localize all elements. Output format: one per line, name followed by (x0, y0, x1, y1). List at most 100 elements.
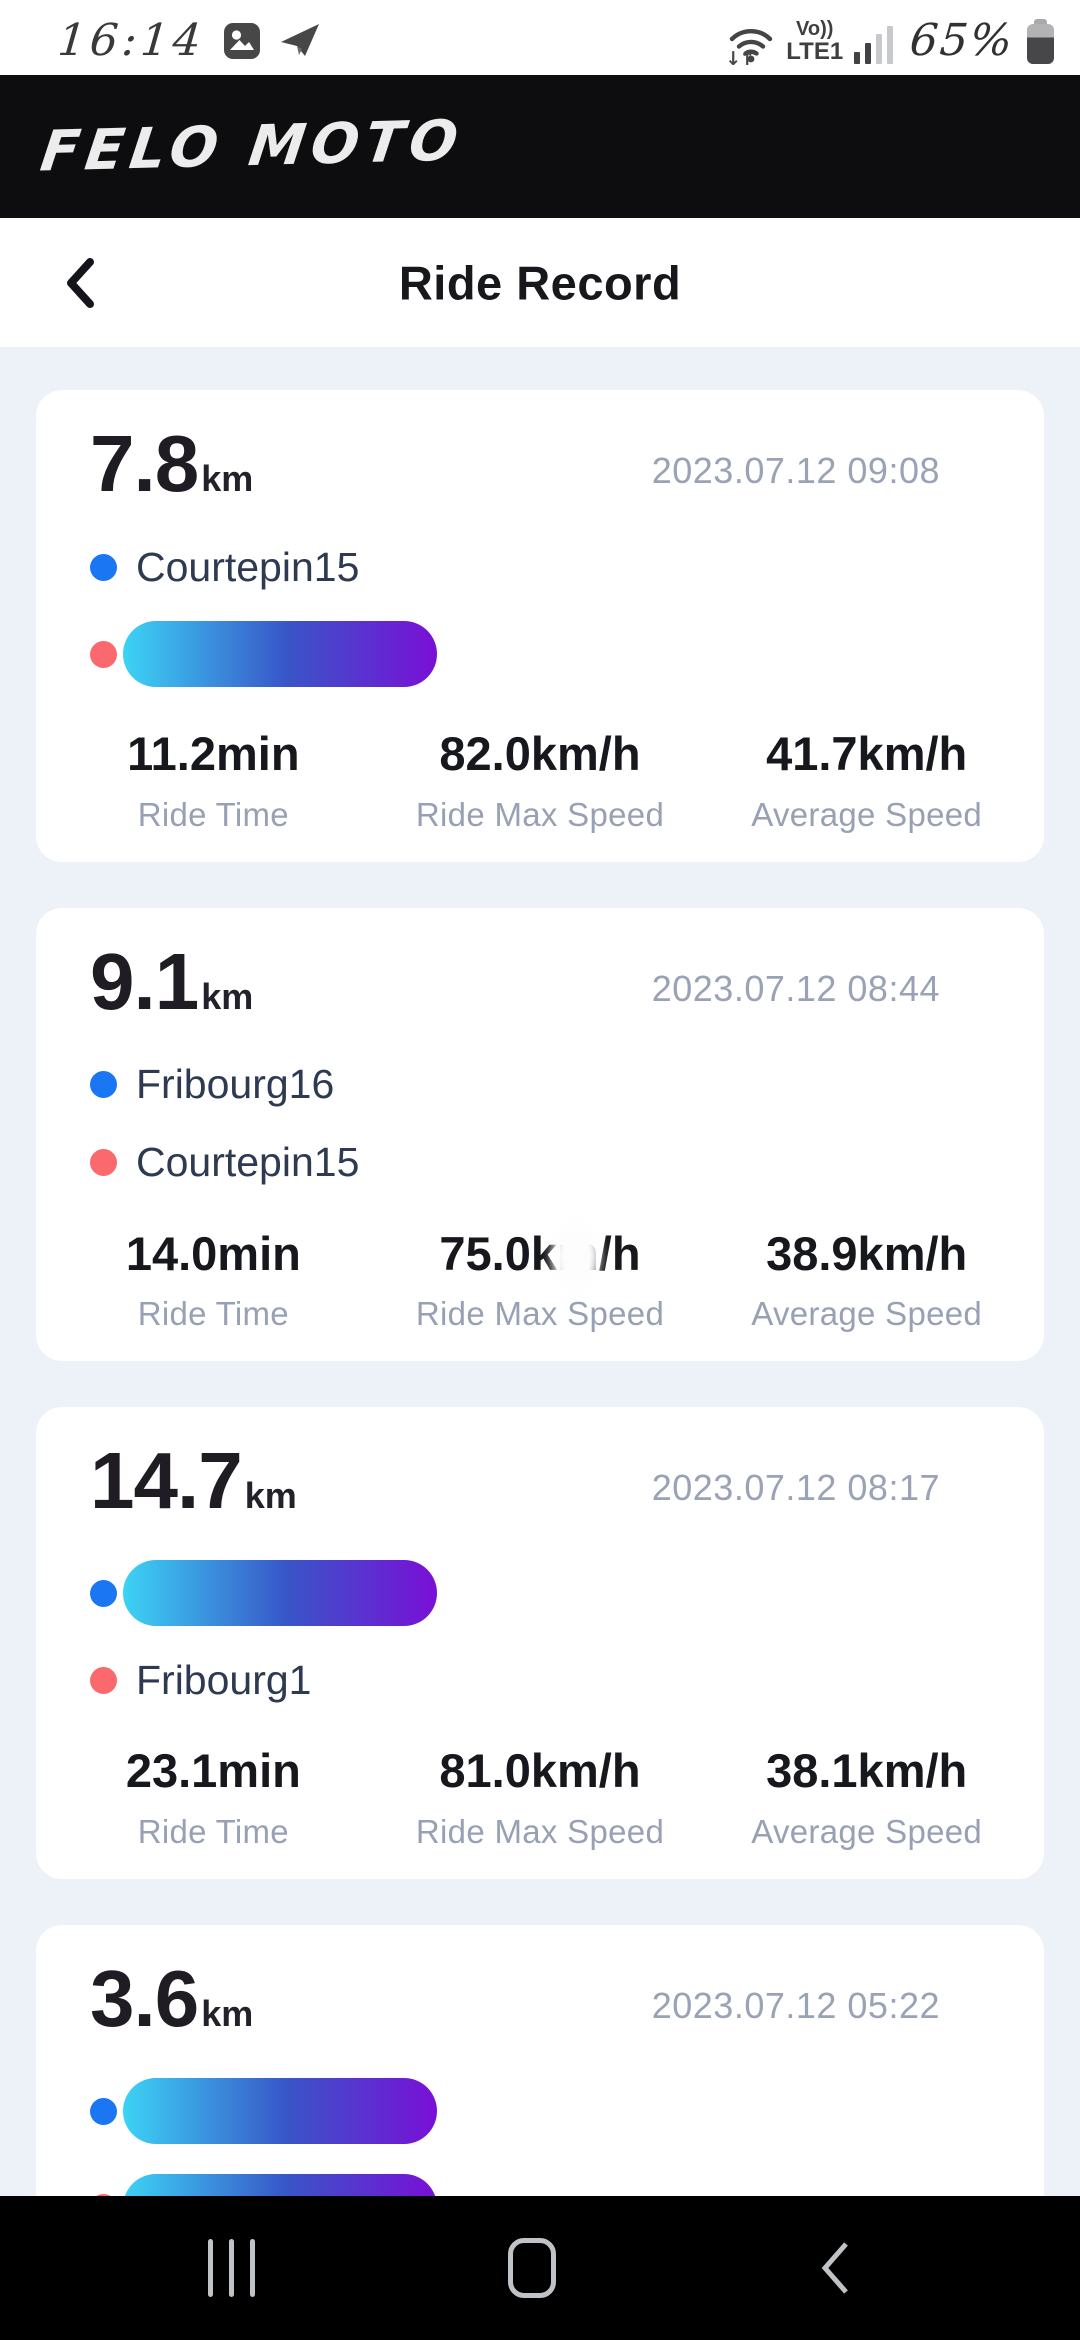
clock: 16:14 (55, 15, 208, 66)
point-row (36, 1547, 1044, 1639)
page-title: Ride Record (398, 256, 682, 309)
ride-points: Fribourg1 (36, 1547, 1044, 1717)
blue-dot-icon (90, 2097, 117, 2125)
ride-stats: 14.0min Ride Time 75.0km/h Ride Max Speed 38… (36, 1221, 1044, 1334)
stat-value: 14.0min (125, 1226, 301, 1280)
red-dot-icon (90, 640, 117, 668)
redacted-gradient-pill (123, 621, 437, 687)
send-icon (279, 22, 321, 60)
blue-dot-icon (90, 1071, 117, 1099)
distance-value: 14.7 (90, 1436, 243, 1526)
stat-label: Ride Max Speed (415, 795, 665, 833)
stat-value: 41.7km/h (766, 727, 968, 780)
ride-points (36, 2065, 1044, 2196)
system-back-button[interactable] (787, 2196, 883, 2340)
ride-distance: 9.1 km (90, 936, 254, 1026)
red-dot-icon (90, 1149, 117, 1177)
stat-value: 38.9km/h (766, 1226, 968, 1280)
point-row: Courtepin15 (36, 1126, 1044, 1200)
distance-unit: km (201, 458, 254, 499)
stat-column: 41.7km/h Average Speed (703, 728, 1030, 834)
red-dot-icon (90, 1666, 117, 1694)
point-label: Courtepin15 (136, 1139, 360, 1186)
redacted-gradient-pill (123, 2174, 437, 2196)
stat-value: 75.0km/h (439, 1221, 641, 1290)
stat-column: 14.0min Ride Time (50, 1226, 377, 1334)
back-chevron-icon (67, 257, 94, 308)
stat-column: 11.2min Ride Time (50, 728, 377, 834)
distance-unit: km (201, 1993, 254, 2035)
status-bar: 16:14 ↓↑ Vo)) LTE1 65% (0, 0, 1080, 75)
signal-bars-icon (854, 26, 894, 66)
point-row (36, 2065, 1044, 2157)
ride-datetime: 2023.07.12 08:17 (651, 1467, 940, 1509)
point-row (36, 2161, 1044, 2196)
stat-value: 82.0km/h (439, 727, 641, 780)
stat-label: Ride Max Speed (415, 1813, 665, 1851)
blue-dot-icon (90, 553, 117, 581)
distance-value: 7.8 (90, 419, 199, 508)
stat-label: Average Speed (751, 1813, 983, 1851)
distance-unit: km (201, 975, 254, 1017)
network-label: Vo)) LTE1 (786, 18, 844, 66)
distance-value: 9.1 (90, 936, 199, 1026)
stat-column: 81.0km/h Ride Max Speed (377, 1745, 704, 1851)
system-back-icon (821, 2242, 848, 2294)
ride-stats: 11.2min Ride Time 82.0km/h Ride Max Speed 41… (36, 728, 1044, 834)
ride-datetime: 2023.07.12 09:08 (651, 450, 940, 491)
stat-label: Average Speed (751, 1295, 983, 1333)
redaction-smudge (552, 1221, 601, 1290)
recents-button[interactable] (183, 2196, 279, 2340)
point-label: Fribourg16 (136, 1061, 335, 1108)
stat-value: 38.1km/h (766, 1744, 968, 1798)
point-row: Courtepin15 (36, 530, 1044, 604)
page-nav-bar: Ride Record (0, 218, 1080, 347)
ride-points: Courtepin15 (36, 530, 1044, 700)
battery-percent: 65% (907, 15, 1017, 66)
stat-value: 81.0km/h (439, 1744, 641, 1798)
wifi-icon: ↓↑ (725, 22, 775, 70)
blue-dot-icon (90, 1579, 117, 1607)
point-label: Fribourg1 (136, 1656, 312, 1703)
ride-card[interactable]: 7.8 km 2023.07.12 09:08 Courtepin15 11.2… (36, 390, 1044, 862)
stat-value: 11.2min (127, 727, 300, 780)
stat-column: 82.0km/h Ride Max Speed (377, 728, 704, 834)
stat-label: Ride Time (137, 1813, 289, 1851)
ride-distance: 3.6 km (90, 1959, 253, 2039)
stat-label: Ride Time (137, 795, 289, 833)
stat-column: 38.1km/h Average Speed (703, 1745, 1030, 1851)
red-dot-icon (90, 2193, 117, 2196)
ride-datetime: 2023.07.12 08:44 (651, 967, 940, 1009)
back-button[interactable] (56, 251, 104, 315)
home-button[interactable] (484, 2196, 580, 2340)
stat-label: Average Speed (751, 795, 983, 833)
stat-value: 23.1min (125, 1744, 301, 1798)
point-row: Fribourg1 (36, 1643, 1044, 1717)
ride-card-header: 9.1 km 2023.07.12 08:44 (36, 934, 1044, 1030)
distance-value: 3.6 (90, 1954, 199, 2044)
stat-label: Ride Max Speed (415, 1295, 665, 1333)
ride-card-header: 3.6 km 2023.07.12 05:22 (36, 1951, 1044, 2047)
point-row (36, 608, 1044, 700)
system-nav-bar (0, 2196, 1080, 2340)
ride-datetime: 2023.07.12 05:22 (651, 1985, 940, 2027)
ride-stats: 23.1min Ride Time 81.0km/h Ride Max Speed 38… (36, 1745, 1044, 1851)
stat-column: 75.0km/h Ride Max Speed (377, 1221, 704, 1334)
redacted-gradient-pill (123, 1560, 437, 1627)
ride-points: Fribourg16 Courtepin15 (36, 1048, 1044, 1200)
gallery-icon (223, 22, 261, 60)
point-label: Courtepin15 (136, 543, 360, 590)
app-logo: FELO MOTO (36, 108, 468, 185)
battery-icon (1027, 19, 1054, 66)
ride-list: 7.8 km 2023.07.12 09:08 Courtepin15 11.2… (0, 347, 1080, 2196)
recents-icon (207, 2239, 255, 2297)
home-icon (508, 2238, 556, 2298)
ride-card[interactable]: 9.1 km 2023.07.12 08:44 Fribourg16 Courte… (36, 907, 1044, 1362)
distance-unit: km (244, 1475, 297, 1517)
ride-card[interactable]: 14.7 km 2023.07.12 08:17 Fribourg1 23.1m… (36, 1407, 1044, 1880)
stat-label: Ride Time (137, 1295, 289, 1333)
stat-column: 38.9km/h Average Speed (703, 1226, 1030, 1334)
point-row: Fribourg16 (36, 1048, 1044, 1122)
ride-card[interactable]: 3.6 km 2023.07.12 05:22 (36, 1925, 1044, 2196)
ride-distance: 7.8 km (90, 424, 253, 504)
